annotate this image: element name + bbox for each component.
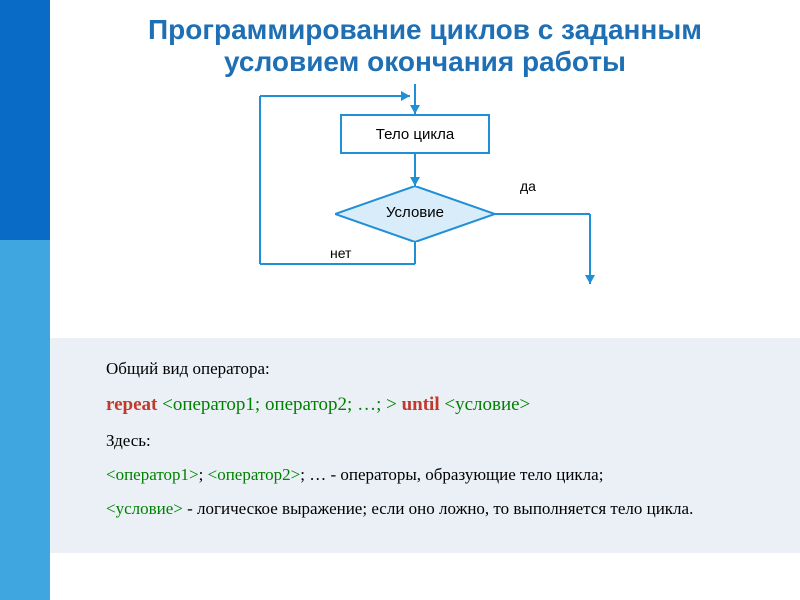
syntax-condition: <условие>	[440, 394, 531, 415]
condition-label: Условие	[335, 204, 495, 221]
l4-rest: ; … - операторы, образующие тело цикла;	[300, 465, 603, 484]
sidebar	[0, 0, 50, 600]
keyword-repeat: repeat	[106, 394, 157, 415]
explanation-box: Общий вид оператора: repeat <оператор1; …	[50, 338, 800, 553]
loop-body-label: Тело цикла	[376, 126, 454, 143]
explain-line-1: Общий вид оператора:	[78, 356, 772, 382]
condition-token: <условие>	[106, 499, 183, 518]
l5-rest: - логическое выражение; если оно ложно, …	[183, 499, 693, 518]
sidebar-top-block	[0, 0, 50, 240]
page-title: Программирование циклов с заданным услов…	[50, 0, 800, 84]
sidebar-bottom-block	[0, 240, 50, 600]
flowchart-diagram: Тело цикла Условие да нет	[50, 84, 800, 284]
syntax-line: repeat <оператор1; оператор2; …; > until…	[78, 390, 772, 419]
keyword-until: until	[402, 394, 440, 415]
loop-body-box: Тело цикла	[340, 114, 490, 154]
explain-line-5: <условие> - логическое выражение; если о…	[78, 496, 772, 522]
yes-label: да	[520, 178, 536, 194]
operator2-token: <оператор2>	[208, 465, 301, 484]
l4-sep: ;	[199, 465, 208, 484]
explain-line-3: Здесь:	[78, 428, 772, 454]
operator1-token: <оператор1>	[106, 465, 199, 484]
syntax-operators: <оператор1; оператор2; …; >	[157, 394, 401, 415]
explain-line-4: <оператор1>; <оператор2>; … - операторы,…	[78, 462, 772, 488]
no-label: нет	[330, 245, 351, 261]
condition-diamond: Условие	[335, 186, 495, 242]
